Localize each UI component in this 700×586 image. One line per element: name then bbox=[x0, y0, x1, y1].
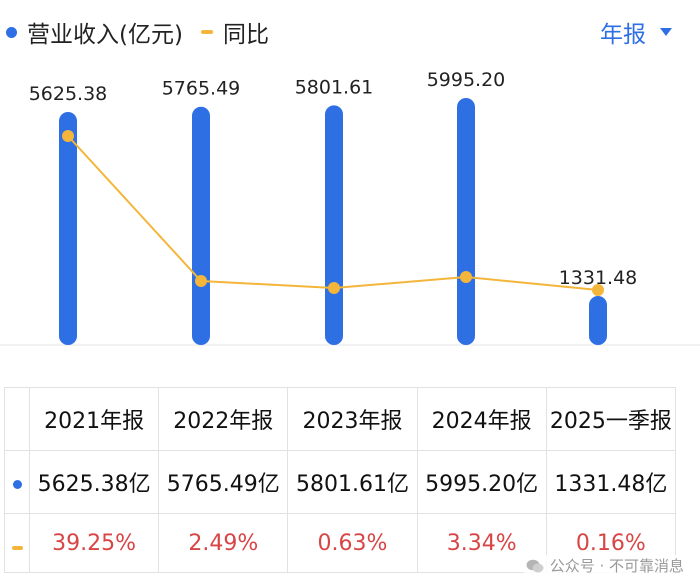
yoy-point bbox=[195, 275, 207, 287]
revenue-row-marker bbox=[4, 450, 30, 514]
yoy-legend-marker bbox=[200, 30, 213, 34]
table-row-revenue: 5625.38亿 5765.49亿 5801.61亿 5995.20亿 1331… bbox=[4, 450, 677, 514]
header-cell: 2023年报 bbox=[287, 387, 418, 451]
chart-legend: 营业收入(亿元) 同比 bbox=[6, 12, 269, 52]
period-selector[interactable]: 年报 bbox=[600, 12, 672, 52]
revenue-legend-marker bbox=[6, 26, 17, 38]
yoy-legend-label: 同比 bbox=[222, 22, 269, 48]
yoy-point bbox=[592, 284, 604, 296]
header-cell: 2025一季报 bbox=[545, 387, 677, 451]
header-cell: 2022年报 bbox=[158, 387, 289, 451]
watermark: 公众号 · 不可靠消息 bbox=[523, 555, 686, 576]
revenue-cell: 1331.48亿 bbox=[545, 450, 677, 514]
yoy-cell: 39.25% bbox=[28, 513, 160, 573]
yoy-point bbox=[460, 271, 472, 283]
revenue-cell: 5995.20亿 bbox=[416, 450, 547, 514]
yoy-dash-icon bbox=[11, 545, 23, 550]
revenue-legend-label: 营业收入(亿元) bbox=[27, 22, 183, 48]
revenue-bar bbox=[457, 98, 475, 345]
revenue-value-label: 5765.49 bbox=[162, 78, 241, 100]
table-row-yoy: 39.25% 2.49% 0.63% 3.34% 0.16% bbox=[4, 513, 677, 573]
yoy-cell: 2.49% bbox=[158, 513, 289, 573]
revenue-value-label: 1331.48 bbox=[559, 267, 638, 289]
revenue-bar bbox=[589, 296, 607, 345]
table-header-row: 2021年报 2022年报 2023年报 2024年报 2025一季报 bbox=[4, 387, 677, 451]
header-cell: 2021年报 bbox=[28, 387, 160, 451]
revenue-bar bbox=[325, 105, 343, 346]
revenue-cell: 5801.61亿 bbox=[287, 450, 418, 514]
wechat-icon bbox=[526, 559, 544, 572]
header-cell: 2024年报 bbox=[416, 387, 547, 451]
revenue-value-label: 5995.20 bbox=[427, 69, 506, 91]
revenue-dot-icon bbox=[12, 479, 22, 489]
revenue-value-label: 5801.61 bbox=[295, 76, 374, 98]
revenue-bar bbox=[192, 106, 210, 346]
period-selector-label: 年报 bbox=[600, 22, 646, 48]
revenue-chart: 5625.38 5765.49 5801.61 5995.20 1331.48 bbox=[0, 69, 700, 346]
revenue-value-label: 5625.38 bbox=[29, 83, 108, 105]
yoy-point bbox=[328, 282, 340, 294]
revenue-bar bbox=[59, 112, 77, 345]
chevron-down-icon bbox=[660, 28, 672, 36]
yoy-point bbox=[62, 130, 74, 142]
data-table: 2021年报 2022年报 2023年报 2024年报 2025一季报 5625… bbox=[4, 387, 677, 573]
watermark-text: 公众号 · 不可靠消息 bbox=[549, 557, 684, 575]
yoy-cell: 0.63% bbox=[287, 513, 418, 573]
yoy-row-marker bbox=[4, 513, 30, 573]
header-corner-cell bbox=[4, 387, 30, 451]
revenue-cell: 5625.38亿 bbox=[28, 450, 160, 514]
revenue-cell: 5765.49亿 bbox=[158, 450, 289, 514]
